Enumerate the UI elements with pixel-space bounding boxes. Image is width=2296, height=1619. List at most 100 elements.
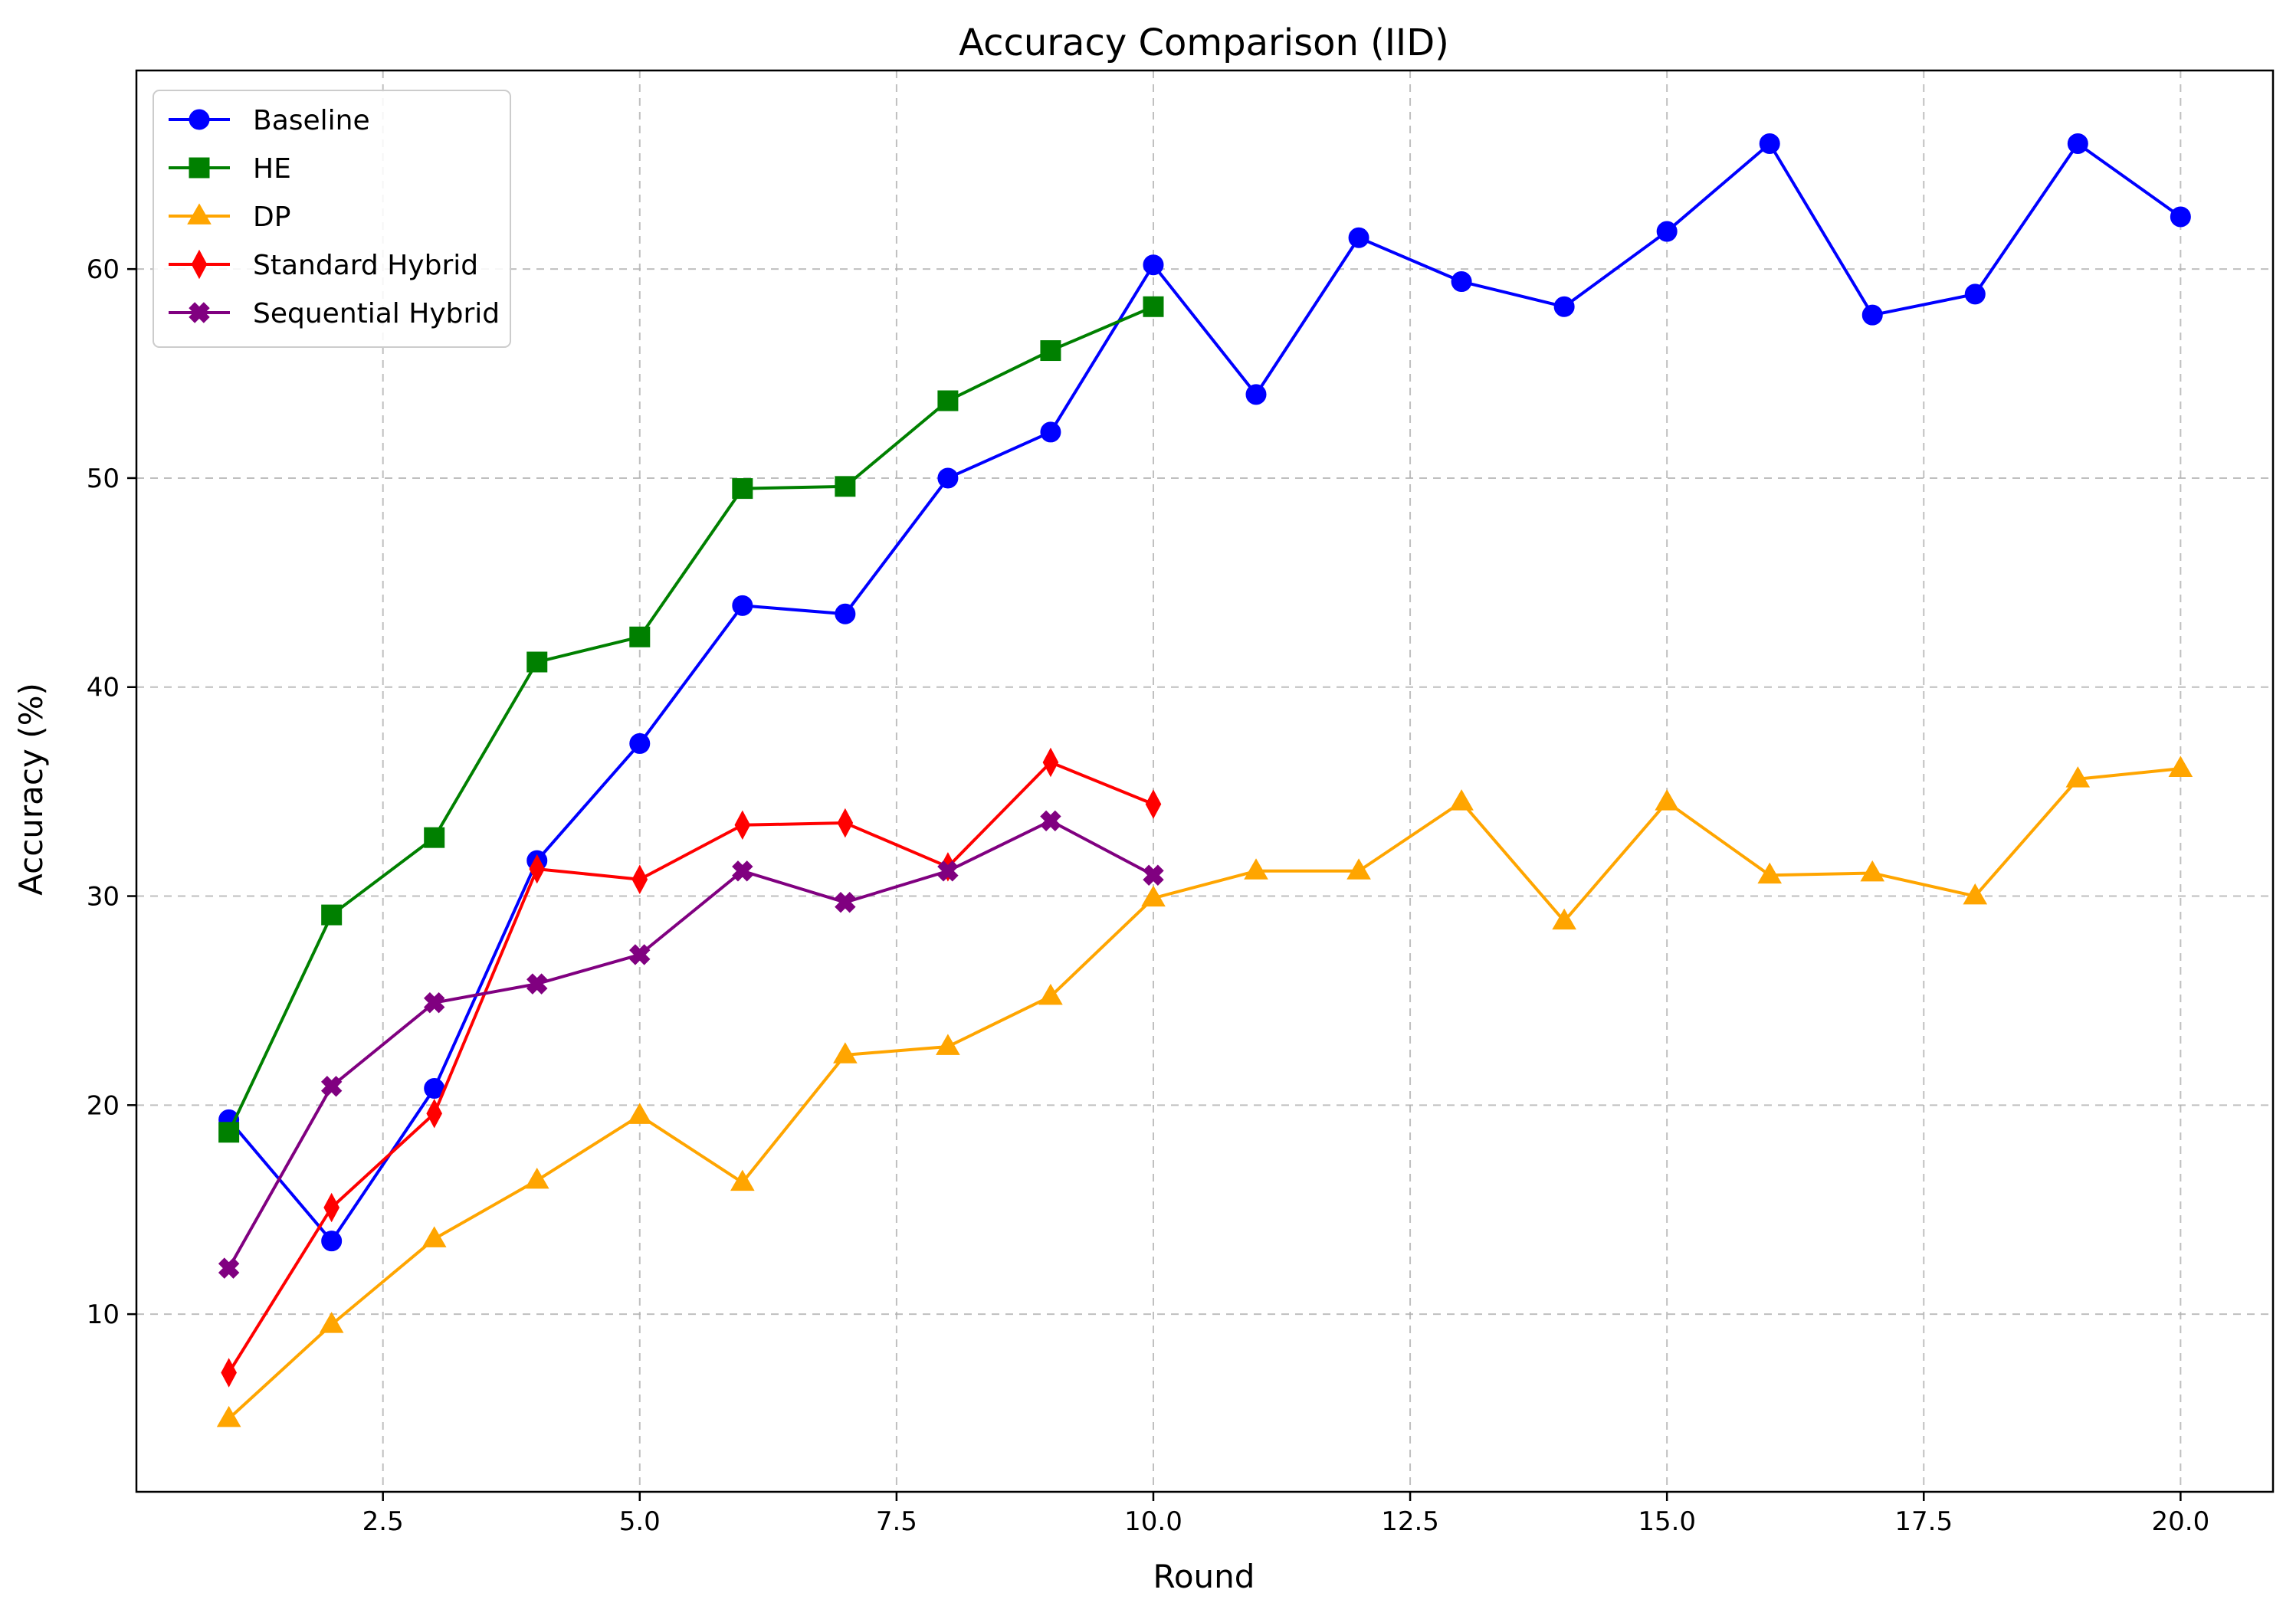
data-point	[2168, 755, 2193, 778]
data-point	[937, 860, 959, 882]
data-point	[835, 892, 856, 913]
x-tick-label: 10.0	[1124, 1506, 1182, 1537]
x-tick-label: 7.5	[876, 1506, 917, 1537]
data-point	[937, 467, 959, 489]
legend: Baseline HE DP Standard Hybrid Sequential Hy…	[153, 90, 511, 348]
data-point	[835, 603, 856, 624]
data-point	[524, 1167, 549, 1189]
legend-marker	[189, 157, 210, 179]
legend-label: DP	[253, 202, 290, 233]
y-tick-label: 20	[87, 1090, 120, 1121]
data-point	[218, 1122, 240, 1143]
data-point	[629, 626, 651, 647]
data-point	[1759, 133, 1780, 154]
series-lines	[216, 133, 2193, 1427]
data-point	[730, 1169, 755, 1191]
x-tick-label: 5.0	[619, 1506, 661, 1537]
data-point	[526, 651, 548, 673]
data-point	[1040, 421, 1061, 443]
data-point	[734, 810, 751, 841]
legend-marker	[187, 203, 212, 224]
x-tick-label: 20.0	[2152, 1506, 2210, 1537]
y-tick-label: 60	[87, 254, 120, 285]
data-point	[1451, 271, 1472, 293]
data-point	[216, 1405, 241, 1427]
data-point	[732, 860, 753, 882]
data-point	[627, 1103, 652, 1124]
data-point	[1963, 883, 1988, 905]
series-baseline	[218, 133, 2191, 1252]
x-tick-label: 2.5	[362, 1506, 404, 1537]
data-point	[2067, 133, 2088, 154]
data-point	[1145, 789, 1162, 819]
legend-entry: Baseline	[169, 105, 370, 136]
legend-entry: DP	[169, 202, 290, 233]
data-point	[936, 1034, 960, 1055]
data-point	[321, 904, 343, 926]
legend-label: Sequential Hybrid	[253, 298, 500, 329]
series-he	[218, 296, 1164, 1143]
series-line	[228, 142, 2182, 1243]
data-point	[1042, 747, 1059, 778]
legend-marker	[189, 109, 210, 130]
data-point	[1038, 983, 1063, 1005]
data-point	[2065, 766, 2091, 788]
x-tick-label: 12.5	[1381, 1506, 1439, 1537]
series-standard-hybrid	[221, 747, 1162, 1388]
data-point	[1860, 860, 1885, 882]
x-tick-label: 17.5	[1894, 1506, 1953, 1537]
x-axis-label: Round	[1153, 1558, 1255, 1595]
data-point	[1143, 296, 1164, 317]
legend-entry: HE	[169, 153, 291, 185]
legend-box	[153, 90, 511, 348]
data-point	[421, 1226, 447, 1247]
data-point	[321, 1231, 343, 1252]
data-point	[1655, 789, 1679, 811]
data-point	[323, 1192, 339, 1223]
y-tick-label: 30	[87, 882, 120, 913]
data-point	[1040, 340, 1061, 362]
y-tick-label: 50	[87, 464, 120, 494]
data-point	[732, 595, 753, 616]
series-line	[227, 819, 1154, 1270]
data-point	[1964, 283, 1986, 305]
data-point	[1346, 858, 1371, 880]
data-point	[221, 1358, 237, 1388]
y-tick-label: 40	[87, 673, 120, 703]
data-point	[1040, 810, 1061, 832]
y-axis-label: Accuracy (%)	[12, 683, 50, 896]
chart-title: Accuracy Comparison (IID)	[959, 21, 1449, 64]
legend-marker	[189, 302, 210, 323]
data-point	[629, 944, 651, 965]
data-point	[424, 991, 445, 1014]
legend-label: Baseline	[253, 105, 370, 136]
data-point	[424, 827, 445, 848]
data-point	[1861, 304, 1883, 326]
data-point	[629, 732, 651, 754]
data-point	[1244, 858, 1268, 880]
legend-label: HE	[253, 153, 291, 185]
data-point	[1656, 221, 1678, 242]
y-tick-label: 10	[87, 1299, 120, 1330]
legend-entry: Standard Hybrid	[169, 249, 478, 281]
plot-frame	[135, 69, 2275, 1493]
data-point	[1245, 384, 1267, 405]
series-line	[227, 305, 1154, 1133]
data-point	[218, 1257, 240, 1279]
data-point	[529, 854, 546, 884]
data-point	[1143, 864, 1164, 886]
data-point	[1348, 227, 1369, 248]
data-point	[833, 1042, 858, 1063]
data-point	[835, 476, 856, 497]
data-point	[1552, 908, 1576, 930]
data-point	[1449, 789, 1474, 811]
data-point	[2170, 206, 2191, 228]
data-point	[837, 808, 854, 838]
data-point	[319, 1312, 344, 1333]
data-point	[937, 390, 959, 411]
data-point	[526, 973, 548, 995]
legend-entry: Sequential Hybrid	[169, 298, 500, 329]
data-point	[320, 1076, 343, 1097]
series-sequential-hybrid	[218, 810, 1164, 1279]
